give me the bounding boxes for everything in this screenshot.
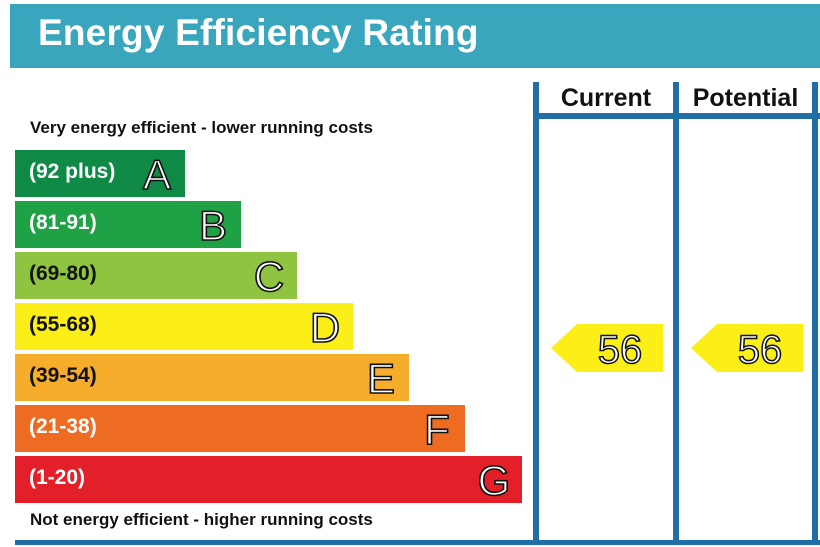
band-letter: G	[477, 456, 511, 503]
band-d: (55-68) D	[15, 303, 353, 350]
page-title: Energy Efficiency Rating	[38, 12, 479, 53]
potential-column-label: Potential	[692, 84, 799, 112]
svg-text:D: D	[310, 304, 340, 350]
band-letter: D	[309, 303, 341, 350]
svg-text:56: 56	[598, 328, 643, 372]
band-range-label: (69-80)	[29, 262, 97, 285]
band-range-label: (1-20)	[29, 466, 86, 489]
band-letter: F	[423, 405, 450, 452]
band-g: (1-20) G	[15, 456, 522, 503]
current-rating-arrow: 56	[551, 324, 663, 373]
band-letter: E	[366, 354, 396, 401]
frame-header-divider	[533, 113, 820, 119]
band-letter: C	[253, 252, 285, 299]
band-a: (92 plus) A	[15, 150, 185, 197]
current-column-label: Current	[560, 84, 652, 112]
band-range-label: (21-38)	[29, 415, 97, 438]
svg-text:C: C	[254, 253, 284, 299]
svg-text:B: B	[199, 202, 227, 248]
frame-line-left	[533, 82, 539, 543]
header-banner: Energy Efficiency Rating	[10, 4, 820, 68]
bottom-caption: Not energy efficient - higher running co…	[30, 510, 373, 529]
band-range-label: (92 plus)	[29, 160, 116, 183]
band-letter: B	[198, 201, 228, 248]
frame-line-middle	[673, 82, 679, 543]
svg-text:G: G	[478, 457, 511, 503]
band-e: (39-54) E	[15, 354, 409, 401]
band-range-label: (39-54)	[29, 364, 97, 387]
band-b: (81-91) B	[15, 201, 241, 248]
top-caption: Very energy efficient - lower running co…	[30, 118, 373, 137]
potential-rating-arrow: 56	[691, 324, 803, 373]
band-c: (69-80) C	[15, 252, 297, 299]
band-range-label: (81-91)	[29, 211, 97, 234]
frame-bottom-line	[15, 540, 820, 545]
band-range-label: (55-68)	[29, 313, 97, 336]
svg-text:E: E	[367, 355, 395, 401]
svg-text:F: F	[424, 406, 450, 452]
band-letter: A	[142, 150, 172, 197]
svg-text:56: 56	[738, 328, 783, 372]
frame-line-right	[812, 82, 818, 543]
band-f: (21-38) F	[15, 405, 465, 452]
svg-text:A: A	[143, 151, 171, 197]
